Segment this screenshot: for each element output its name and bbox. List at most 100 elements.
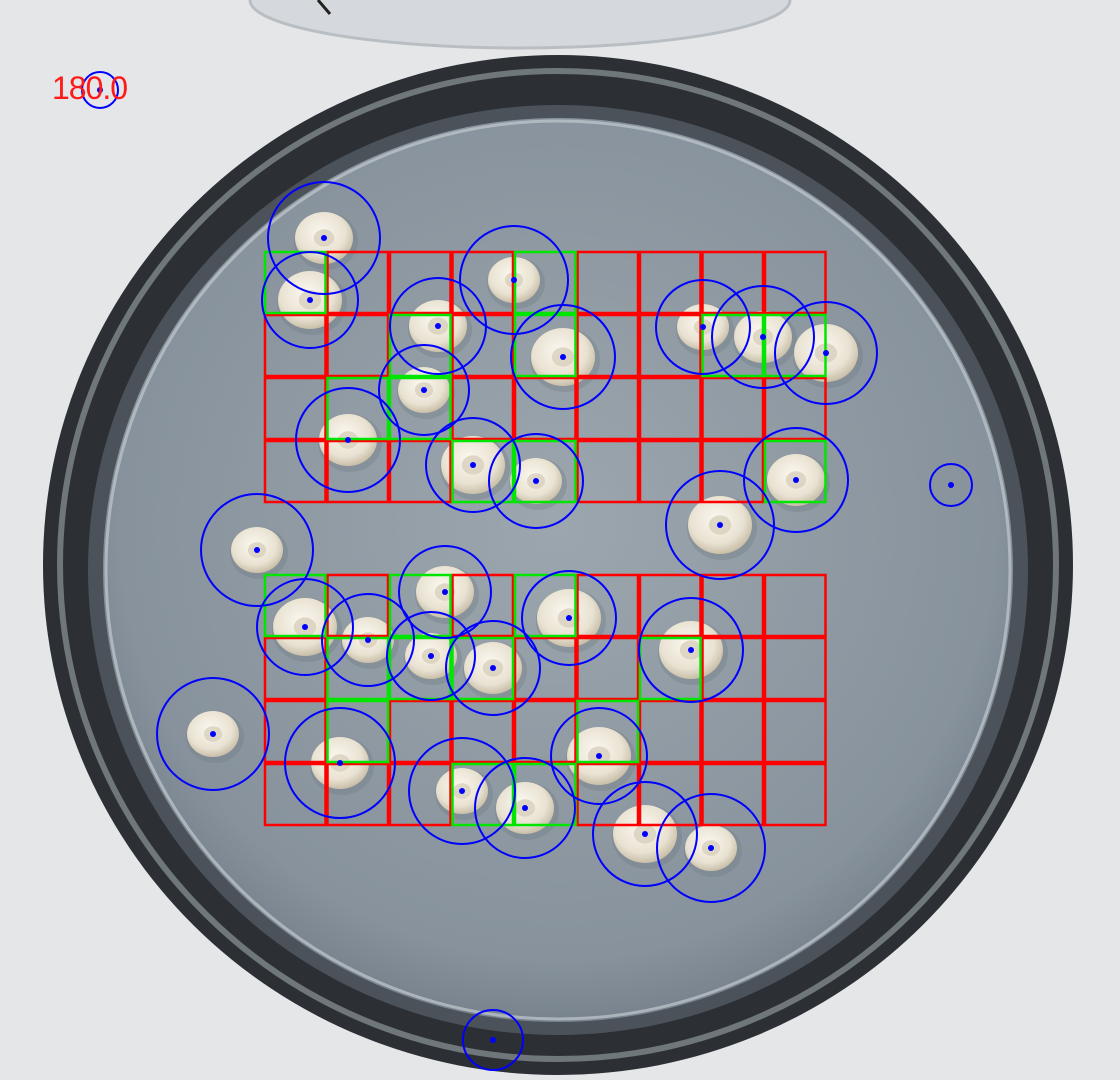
detection-center-dot [700, 324, 706, 330]
grid-cell-unmatched [638, 313, 702, 378]
grid-cell-unmatched [263, 636, 327, 701]
detection-center-dot [435, 323, 441, 329]
detection-center-dot [708, 845, 714, 851]
grid-cell-unmatched [576, 636, 640, 701]
detection-center-dot [421, 387, 427, 393]
detection-circle [81, 71, 119, 109]
detection-center-dot [566, 615, 572, 621]
detection-circle [655, 279, 751, 375]
detection-center-dot [948, 482, 954, 488]
detection-circle [592, 781, 698, 887]
detection-center-dot [490, 665, 496, 671]
detection-center-dot [560, 354, 566, 360]
grid-cell-matched [763, 439, 827, 504]
detection-circle [711, 285, 815, 389]
detection-circle [550, 707, 648, 805]
detection-circle [462, 1009, 524, 1071]
detection-center-dot [511, 277, 517, 283]
grid-cell-unmatched [763, 699, 827, 764]
grid-cell-unmatched [763, 573, 827, 638]
grid-cell-unmatched [763, 376, 827, 441]
detection-center-dot [459, 788, 465, 794]
detection-center-dot [760, 334, 766, 340]
detection-circle [425, 417, 521, 513]
detection-circle [321, 593, 415, 687]
grid-cell-unmatched [263, 762, 327, 827]
detection-center-dot [345, 437, 351, 443]
grid-cell-unmatched [326, 250, 390, 315]
detection-circle [638, 597, 744, 703]
detection-center-dot [823, 350, 829, 356]
grid-cell-unmatched [701, 699, 765, 764]
grid-cell-unmatched [701, 573, 765, 638]
detection-center-dot [97, 87, 103, 93]
detection-center-dot [793, 477, 799, 483]
detection-center-dot [642, 831, 648, 837]
agar-edge-ring [104, 119, 1012, 1021]
overlay-value-label: 180.0 [52, 70, 128, 106]
detection-circle [929, 463, 973, 507]
detection-center-dot [365, 637, 371, 643]
grid-cell-unmatched [326, 573, 390, 638]
detection-circle [459, 225, 569, 335]
detection-circle [665, 470, 775, 580]
detection-center-dot [302, 624, 308, 630]
detection-center-dot [254, 547, 260, 553]
dish-lid [248, 0, 792, 50]
detection-center-dot [470, 462, 476, 468]
grid-cell-matched [576, 699, 640, 764]
detection-circle [408, 737, 516, 845]
grid-cell-unmatched [576, 250, 640, 315]
grid-cell-matched [451, 636, 515, 701]
detection-circle [295, 387, 401, 493]
detection-center-dot [533, 478, 539, 484]
grid-cell-matched [451, 762, 515, 827]
grid-cell-unmatched [576, 762, 640, 827]
detection-circle [267, 181, 381, 295]
detection-center-dot [688, 647, 694, 653]
grid-cell-unmatched [576, 313, 640, 378]
grid-cell-matched [326, 699, 390, 764]
detection-circle [743, 427, 849, 533]
grid-cell-unmatched [576, 573, 640, 638]
grid-cell-unmatched [326, 762, 390, 827]
detection-circle [284, 707, 396, 819]
grid-cell-unmatched [388, 250, 452, 315]
detection-center-dot [337, 760, 343, 766]
grid-cell-matched [388, 573, 452, 638]
grid-cell-unmatched [388, 699, 452, 764]
detection-center-dot [596, 753, 602, 759]
detection-circle [774, 301, 878, 405]
grid-cell-unmatched [513, 636, 577, 701]
grid-cell-unmatched [451, 699, 515, 764]
grid-cell-unmatched [638, 573, 702, 638]
grid-cell-unmatched [326, 439, 390, 504]
grid-cell-unmatched [576, 376, 640, 441]
detection-circle [378, 344, 470, 436]
grid-cell-matched [701, 313, 765, 378]
detection-circle [656, 793, 766, 903]
grid-cell-unmatched [638, 250, 702, 315]
detection-center-dot [307, 297, 313, 303]
detection-center-dot [210, 731, 216, 737]
detections-overlay [81, 71, 973, 1071]
grid-cell-unmatched [763, 636, 827, 701]
grid-cell-matched [513, 573, 577, 638]
detection-circle [488, 433, 584, 529]
grid-cell-unmatched [701, 636, 765, 701]
grid-cell-matched [451, 439, 515, 504]
dish-rim-highlight [57, 68, 1059, 1062]
grid-cell-unmatched [763, 762, 827, 827]
detection-circle [200, 493, 314, 607]
grid-cell-unmatched [263, 699, 327, 764]
grid-cell-unmatched [451, 376, 515, 441]
detection-center-dot [428, 653, 434, 659]
detection-center-dot [442, 589, 448, 595]
lid-cable [316, 0, 332, 15]
grid-cell-matched [513, 313, 577, 378]
detection-circle [261, 251, 359, 349]
grid-cell-matched [513, 439, 577, 504]
detection-center-dot [321, 235, 327, 241]
detection-center-dot [717, 522, 723, 528]
detection-circle [474, 757, 576, 859]
